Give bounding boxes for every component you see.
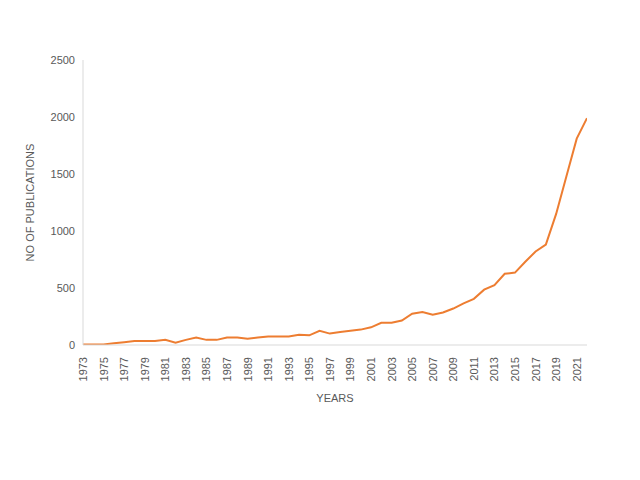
svg-text:2001: 2001 — [365, 357, 377, 381]
svg-text:2009: 2009 — [447, 357, 459, 381]
svg-text:1985: 1985 — [200, 357, 212, 381]
svg-text:1000: 1000 — [51, 225, 75, 237]
svg-text:2015: 2015 — [509, 357, 521, 381]
svg-text:1999: 1999 — [344, 357, 356, 381]
svg-text:2017: 2017 — [530, 357, 542, 381]
svg-text:1975: 1975 — [98, 357, 110, 381]
svg-text:YEARS: YEARS — [316, 392, 353, 404]
svg-text:1979: 1979 — [139, 357, 151, 381]
svg-text:2005: 2005 — [406, 357, 418, 381]
svg-text:1973: 1973 — [77, 357, 89, 381]
svg-text:2021: 2021 — [571, 357, 583, 381]
svg-text:1991: 1991 — [262, 357, 274, 381]
svg-text:1977: 1977 — [118, 357, 130, 381]
svg-text:1987: 1987 — [221, 357, 233, 381]
svg-text:1995: 1995 — [303, 357, 315, 381]
svg-text:2011: 2011 — [468, 357, 480, 381]
svg-text:1500: 1500 — [51, 168, 75, 180]
svg-text:2500: 2500 — [51, 54, 75, 66]
svg-text:2000: 2000 — [51, 111, 75, 123]
svg-text:1983: 1983 — [180, 357, 192, 381]
svg-text:500: 500 — [57, 282, 75, 294]
svg-text:1997: 1997 — [324, 357, 336, 381]
svg-text:2007: 2007 — [427, 357, 439, 381]
svg-text:0: 0 — [69, 339, 75, 351]
svg-text:NO OF PUBLICATIONS: NO OF PUBLICATIONS — [24, 144, 36, 262]
svg-text:1981: 1981 — [159, 357, 171, 381]
svg-text:2003: 2003 — [386, 357, 398, 381]
svg-text:2013: 2013 — [488, 357, 500, 381]
svg-text:1989: 1989 — [242, 357, 254, 381]
svg-text:2019: 2019 — [550, 357, 562, 381]
svg-text:1993: 1993 — [283, 357, 295, 381]
